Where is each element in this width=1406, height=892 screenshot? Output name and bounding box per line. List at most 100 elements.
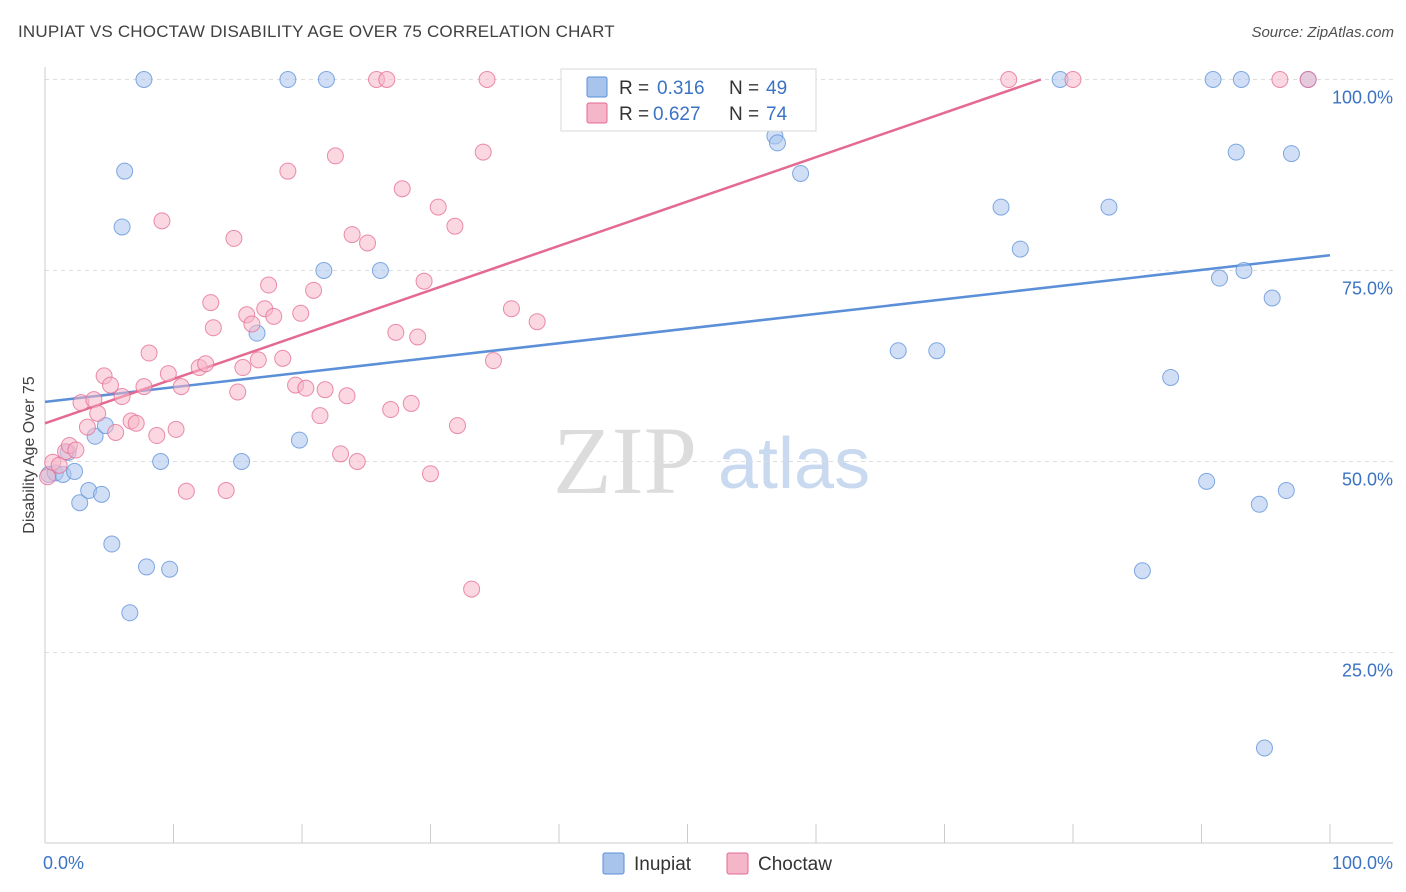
point-choctaw [197, 355, 215, 373]
point-inupiat [992, 198, 1010, 216]
legend-bottom-label-choctaw: Choctaw [758, 854, 832, 875]
point-choctaw [172, 378, 190, 396]
point-choctaw [316, 381, 334, 399]
point-inupiat [1282, 145, 1300, 163]
point-choctaw [422, 465, 439, 483]
y-axis-label: Disability Age Over 75 [21, 376, 38, 534]
point-inupiat [1011, 240, 1029, 258]
point-choctaw [217, 482, 235, 500]
point-inupiat [1227, 143, 1245, 161]
point-inupiat [889, 342, 907, 360]
point-inupiat [1277, 482, 1295, 500]
point-choctaw [429, 198, 447, 216]
point-inupiat [138, 558, 156, 576]
point-inupiat [1210, 269, 1228, 287]
point-choctaw [382, 401, 400, 419]
legend-bottom-label-inupiat: Inupiat [634, 854, 692, 875]
point-choctaw [67, 441, 85, 459]
point-inupiat [152, 453, 170, 470]
legend-r-label-1: R = [619, 78, 649, 99]
point-choctaw [279, 162, 297, 180]
legend-bottom: Inupiat Choctaw [602, 852, 832, 875]
chart-title: INUPIAT VS CHOCTAW DISABILITY AGE OVER 7… [18, 22, 615, 41]
point-inupiat [1235, 262, 1253, 279]
point-inupiat [1250, 495, 1268, 513]
point-choctaw [260, 276, 278, 294]
point-choctaw [415, 272, 433, 290]
point-choctaw [448, 417, 466, 435]
point-inupiat [1204, 71, 1222, 88]
point-inupiat [279, 71, 297, 88]
point-choctaw [1064, 71, 1082, 88]
point-choctaw [204, 319, 222, 337]
data-points [39, 71, 1317, 757]
y-tick-label: 100.0% [1332, 88, 1393, 108]
point-choctaw [225, 229, 243, 247]
point-choctaw [528, 313, 546, 331]
point-inupiat [317, 71, 335, 88]
point-inupiat [1198, 472, 1216, 490]
tick-labels: 25.0% 50.0% 75.0% 100.0% 0.0% 100.0% [43, 88, 1393, 874]
legend-n-label-2: N = [729, 104, 759, 125]
point-choctaw [127, 414, 145, 432]
point-inupiat [71, 494, 89, 512]
point-choctaw [229, 383, 247, 401]
point-inupiat [1263, 289, 1281, 307]
point-inupiat [93, 485, 111, 503]
point-inupiat [113, 218, 131, 236]
point-inupiat [1133, 562, 1151, 580]
x-tick-label: 0.0% [43, 853, 84, 873]
point-choctaw [359, 234, 377, 252]
point-choctaw [1000, 71, 1018, 88]
point-choctaw [1299, 71, 1317, 88]
point-choctaw [243, 315, 261, 333]
point-inupiat [135, 71, 153, 88]
point-choctaw [393, 180, 411, 198]
legend-bottom-swatch-inupiat [602, 852, 625, 875]
point-choctaw [292, 304, 310, 322]
legend-r-label-2: R = [619, 104, 649, 125]
legend-n-value-1: 49 [766, 78, 787, 99]
point-choctaw [1271, 71, 1289, 88]
point-inupiat [315, 262, 333, 279]
trend-line-inupiat [44, 253, 1331, 404]
point-choctaw [107, 423, 125, 441]
legend-swatch-choctaw [586, 102, 608, 124]
point-inupiat [1162, 368, 1180, 386]
point-choctaw [265, 307, 283, 325]
axes [44, 67, 1393, 844]
point-choctaw [159, 365, 177, 383]
legend-n-label-1: N = [729, 78, 759, 99]
point-choctaw [274, 349, 292, 367]
point-inupiat [768, 134, 786, 152]
point-choctaw [409, 328, 427, 346]
point-choctaw [135, 378, 153, 396]
point-choctaw [484, 352, 502, 370]
point-inupiat [121, 604, 139, 622]
point-inupiat [290, 431, 308, 449]
point-inupiat [792, 164, 810, 182]
point-choctaw [343, 226, 361, 244]
legend-top: R = 0.316 N = 49 R = 0.627 N = 74 [560, 68, 817, 132]
y-tick-label: 75.0% [1342, 279, 1393, 299]
point-choctaw [89, 404, 107, 422]
point-choctaw [446, 217, 464, 235]
legend-bottom-swatch-choctaw [726, 852, 749, 875]
point-inupiat [103, 535, 121, 553]
legend-swatch-inupiat [586, 76, 608, 98]
watermark-atlas: atlas [718, 424, 870, 504]
point-choctaw [326, 147, 344, 165]
y-tick-label: 25.0% [1342, 661, 1393, 681]
point-choctaw [249, 351, 267, 369]
point-inupiat [66, 462, 84, 480]
point-choctaw [148, 427, 166, 445]
point-choctaw [153, 212, 171, 230]
point-choctaw [113, 388, 131, 406]
watermark-zip: ZIP [553, 407, 697, 514]
point-inupiat [1255, 739, 1273, 757]
point-choctaw [202, 294, 220, 312]
point-choctaw [177, 482, 195, 500]
point-choctaw [297, 379, 315, 397]
point-choctaw [478, 71, 496, 88]
